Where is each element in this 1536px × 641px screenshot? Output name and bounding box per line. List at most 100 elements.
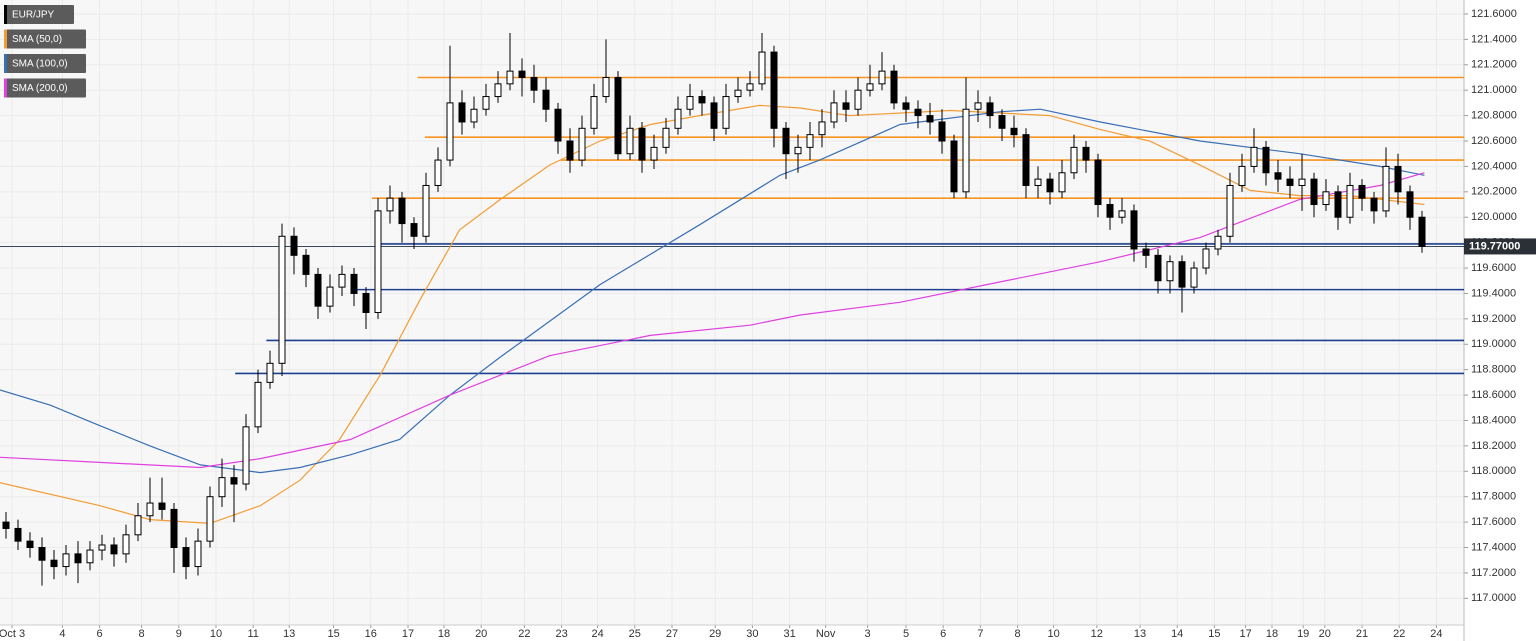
candle-body	[626, 127, 634, 155]
candle-body	[326, 286, 334, 307]
candle-body	[1406, 191, 1414, 218]
candle-body	[290, 235, 298, 256]
candle-body	[1322, 191, 1330, 206]
candle-body	[758, 51, 766, 85]
y-tick-label: 118.2000	[1471, 440, 1516, 452]
candle-body	[1286, 178, 1294, 186]
x-tick-label: 14	[1171, 628, 1183, 640]
candle-body	[734, 89, 742, 98]
x-tick-label: 20	[475, 628, 487, 640]
candle-body	[74, 553, 82, 564]
legend-swatch	[4, 29, 7, 49]
candle-body	[2, 521, 10, 529]
candle-body	[1154, 254, 1162, 282]
candle-body	[998, 115, 1006, 129]
candle-body	[206, 496, 214, 542]
candle-body	[662, 127, 670, 148]
candle-body	[194, 540, 202, 568]
y-tick-label: 120.6000	[1471, 135, 1517, 147]
candle-body	[602, 76, 610, 98]
candle-body	[590, 96, 598, 129]
candle-body	[470, 108, 478, 123]
legend-box	[4, 29, 86, 49]
candle-body	[302, 254, 310, 275]
x-tick-label: 15	[1208, 628, 1220, 640]
candle-body	[770, 51, 778, 129]
candle-body	[686, 96, 694, 110]
y-tick-label: 117.4000	[1471, 541, 1516, 553]
candle-body	[974, 102, 982, 110]
candle-body	[710, 102, 718, 129]
candle-body	[350, 273, 358, 294]
candle-body	[854, 89, 862, 110]
candle-body	[1214, 235, 1222, 250]
x-tick-label: 23	[555, 628, 567, 640]
y-tick-label: 119.0000	[1471, 338, 1516, 350]
x-tick-label: 6	[940, 628, 946, 640]
candle-body	[638, 127, 646, 161]
x-tick-label: 25	[629, 628, 641, 640]
x-tick-label: 11	[247, 628, 258, 640]
x-tick-label: 12	[1091, 628, 1103, 640]
sma-line	[0, 104, 1425, 525]
candle-body	[1034, 178, 1042, 186]
candle-body	[1262, 146, 1270, 174]
x-tick-label: 13	[1134, 628, 1146, 640]
candle-body	[842, 102, 850, 110]
x-tick-label: 27	[666, 628, 678, 640]
candle-body	[278, 235, 286, 364]
x-tick-label: 13	[283, 628, 295, 640]
x-tick-label: 15	[327, 628, 339, 640]
x-tick-label: 10	[210, 628, 222, 640]
candle-body	[1178, 261, 1186, 288]
candle-body	[1238, 165, 1246, 186]
x-tick-label: 31	[783, 628, 795, 640]
x-tick-label: 21	[1356, 628, 1368, 640]
x-tick-label: 24	[1430, 628, 1442, 640]
y-tick-label: 117.2000	[1471, 567, 1516, 579]
candle-body	[962, 108, 970, 193]
legend-box	[4, 54, 86, 73]
candle-body	[1418, 216, 1426, 247]
y-tick-label: 118.6000	[1471, 389, 1516, 401]
candle-body	[434, 159, 442, 186]
candle-body	[794, 146, 802, 155]
x-tick-label: 19	[1297, 628, 1309, 640]
y-tick-label: 120.4000	[1471, 160, 1517, 172]
x-tick-label: 8	[1015, 628, 1021, 640]
candle-body	[674, 108, 682, 129]
legend-label: SMA (100,0)	[12, 59, 68, 70]
candle-body	[242, 426, 250, 485]
candle-body	[782, 127, 790, 155]
x-tick-label: 5	[903, 628, 909, 640]
candle-body	[566, 140, 574, 161]
x-tick-label: 3	[865, 628, 871, 640]
candle-body	[398, 197, 406, 225]
candle-body	[254, 381, 262, 428]
candle-body	[122, 534, 130, 555]
candle-body	[422, 184, 430, 237]
candle-body	[1010, 127, 1018, 136]
candle-body	[1298, 178, 1306, 186]
candle-body	[746, 83, 754, 91]
x-tick-label: 22	[1393, 628, 1405, 640]
candle-body	[1070, 146, 1078, 174]
candle-body	[362, 292, 370, 314]
y-tick-label: 121.4000	[1471, 33, 1517, 45]
legend-label: SMA (200,0)	[12, 83, 68, 94]
candle-body	[818, 121, 826, 136]
candle-body	[938, 121, 946, 142]
candle-body	[1094, 159, 1102, 206]
legend-swatch	[4, 54, 7, 73]
candle-body	[38, 547, 46, 561]
candle-body	[158, 502, 166, 510]
y-tick-label: 121.0000	[1471, 84, 1517, 96]
candle-body	[482, 96, 490, 110]
candle-body	[1118, 210, 1126, 218]
last-price-label: 119.77000	[1469, 240, 1520, 252]
y-tick-label: 117.6000	[1471, 516, 1516, 528]
x-tick-label: 4	[59, 628, 65, 640]
candle-body	[50, 559, 58, 568]
candle-body	[1202, 248, 1210, 269]
y-tick-label: 120.0000	[1471, 211, 1517, 223]
